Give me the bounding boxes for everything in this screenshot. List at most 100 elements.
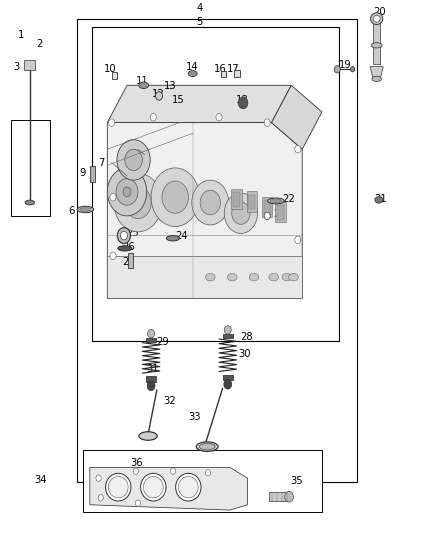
Text: 26: 26	[122, 242, 135, 252]
Text: 27: 27	[122, 257, 135, 267]
Circle shape	[285, 491, 293, 502]
Text: 12: 12	[152, 90, 165, 99]
Text: 7: 7	[99, 158, 105, 167]
Text: 25: 25	[126, 229, 139, 238]
Bar	[221, 71, 226, 77]
Text: 29: 29	[156, 337, 170, 347]
Circle shape	[350, 67, 355, 72]
Ellipse shape	[371, 43, 382, 48]
Text: 34: 34	[34, 475, 46, 484]
Circle shape	[224, 193, 258, 233]
Circle shape	[98, 495, 103, 501]
Text: 3: 3	[14, 62, 20, 72]
Text: 33: 33	[188, 412, 200, 422]
Ellipse shape	[139, 82, 148, 88]
Text: 36: 36	[131, 458, 143, 467]
Ellipse shape	[205, 273, 215, 281]
Polygon shape	[107, 123, 302, 298]
Ellipse shape	[371, 13, 383, 25]
Circle shape	[114, 173, 162, 232]
Ellipse shape	[268, 198, 284, 204]
Circle shape	[295, 236, 301, 244]
Circle shape	[110, 193, 116, 201]
Ellipse shape	[25, 200, 35, 205]
Text: 20: 20	[374, 7, 386, 17]
Circle shape	[110, 252, 116, 260]
Bar	[277, 205, 284, 220]
Text: 15: 15	[172, 95, 185, 105]
Bar	[223, 375, 233, 380]
Text: 30: 30	[238, 350, 251, 359]
Bar	[264, 200, 271, 215]
Ellipse shape	[377, 198, 381, 201]
Ellipse shape	[282, 273, 292, 281]
Text: 17: 17	[226, 64, 240, 74]
Bar	[275, 202, 286, 222]
Ellipse shape	[188, 71, 197, 76]
Circle shape	[232, 202, 250, 224]
Polygon shape	[107, 256, 302, 298]
Ellipse shape	[373, 15, 380, 22]
Bar	[112, 72, 117, 79]
Bar	[11, 120, 50, 216]
Circle shape	[133, 468, 138, 474]
Text: 13: 13	[164, 82, 176, 91]
Ellipse shape	[118, 246, 132, 251]
Text: 35: 35	[291, 477, 303, 486]
Text: 23: 23	[273, 209, 286, 219]
Circle shape	[151, 168, 199, 227]
Circle shape	[107, 168, 147, 216]
Circle shape	[224, 326, 231, 334]
Polygon shape	[90, 467, 247, 510]
Text: 2: 2	[36, 39, 42, 49]
Ellipse shape	[77, 206, 94, 213]
Ellipse shape	[176, 473, 201, 501]
Text: 31: 31	[146, 364, 159, 374]
Circle shape	[264, 119, 270, 126]
Circle shape	[216, 114, 222, 121]
Ellipse shape	[372, 76, 381, 82]
Circle shape	[109, 119, 115, 126]
Text: 28: 28	[240, 332, 253, 342]
Circle shape	[205, 470, 211, 476]
Ellipse shape	[196, 442, 218, 451]
Text: 5: 5	[196, 18, 202, 27]
Circle shape	[117, 140, 150, 180]
Text: 14: 14	[186, 62, 198, 71]
Ellipse shape	[289, 273, 298, 281]
Circle shape	[224, 379, 232, 389]
Circle shape	[96, 475, 101, 481]
Bar	[92, 27, 339, 341]
Circle shape	[295, 146, 301, 153]
Circle shape	[334, 66, 340, 73]
Circle shape	[120, 231, 127, 240]
Bar	[146, 338, 156, 342]
Text: 9: 9	[79, 168, 85, 178]
Text: 8: 8	[126, 142, 132, 151]
Polygon shape	[107, 85, 291, 123]
Text: 16: 16	[213, 64, 226, 74]
Ellipse shape	[166, 236, 180, 241]
Bar	[83, 450, 322, 512]
Text: 11: 11	[136, 76, 149, 86]
Circle shape	[150, 114, 156, 121]
Ellipse shape	[143, 477, 163, 498]
Ellipse shape	[375, 197, 383, 203]
Ellipse shape	[106, 473, 131, 501]
Ellipse shape	[270, 199, 282, 203]
Bar	[231, 189, 242, 209]
Circle shape	[264, 212, 270, 220]
Circle shape	[117, 228, 131, 244]
Circle shape	[155, 92, 162, 100]
Circle shape	[162, 181, 188, 213]
Circle shape	[238, 97, 248, 109]
Text: 32: 32	[164, 396, 176, 406]
Circle shape	[192, 180, 229, 225]
Ellipse shape	[80, 207, 91, 211]
Bar	[90, 166, 95, 182]
Bar	[234, 70, 240, 77]
Bar	[373, 19, 380, 64]
Polygon shape	[370, 67, 383, 77]
Bar	[77, 19, 357, 482]
Bar	[248, 195, 255, 209]
